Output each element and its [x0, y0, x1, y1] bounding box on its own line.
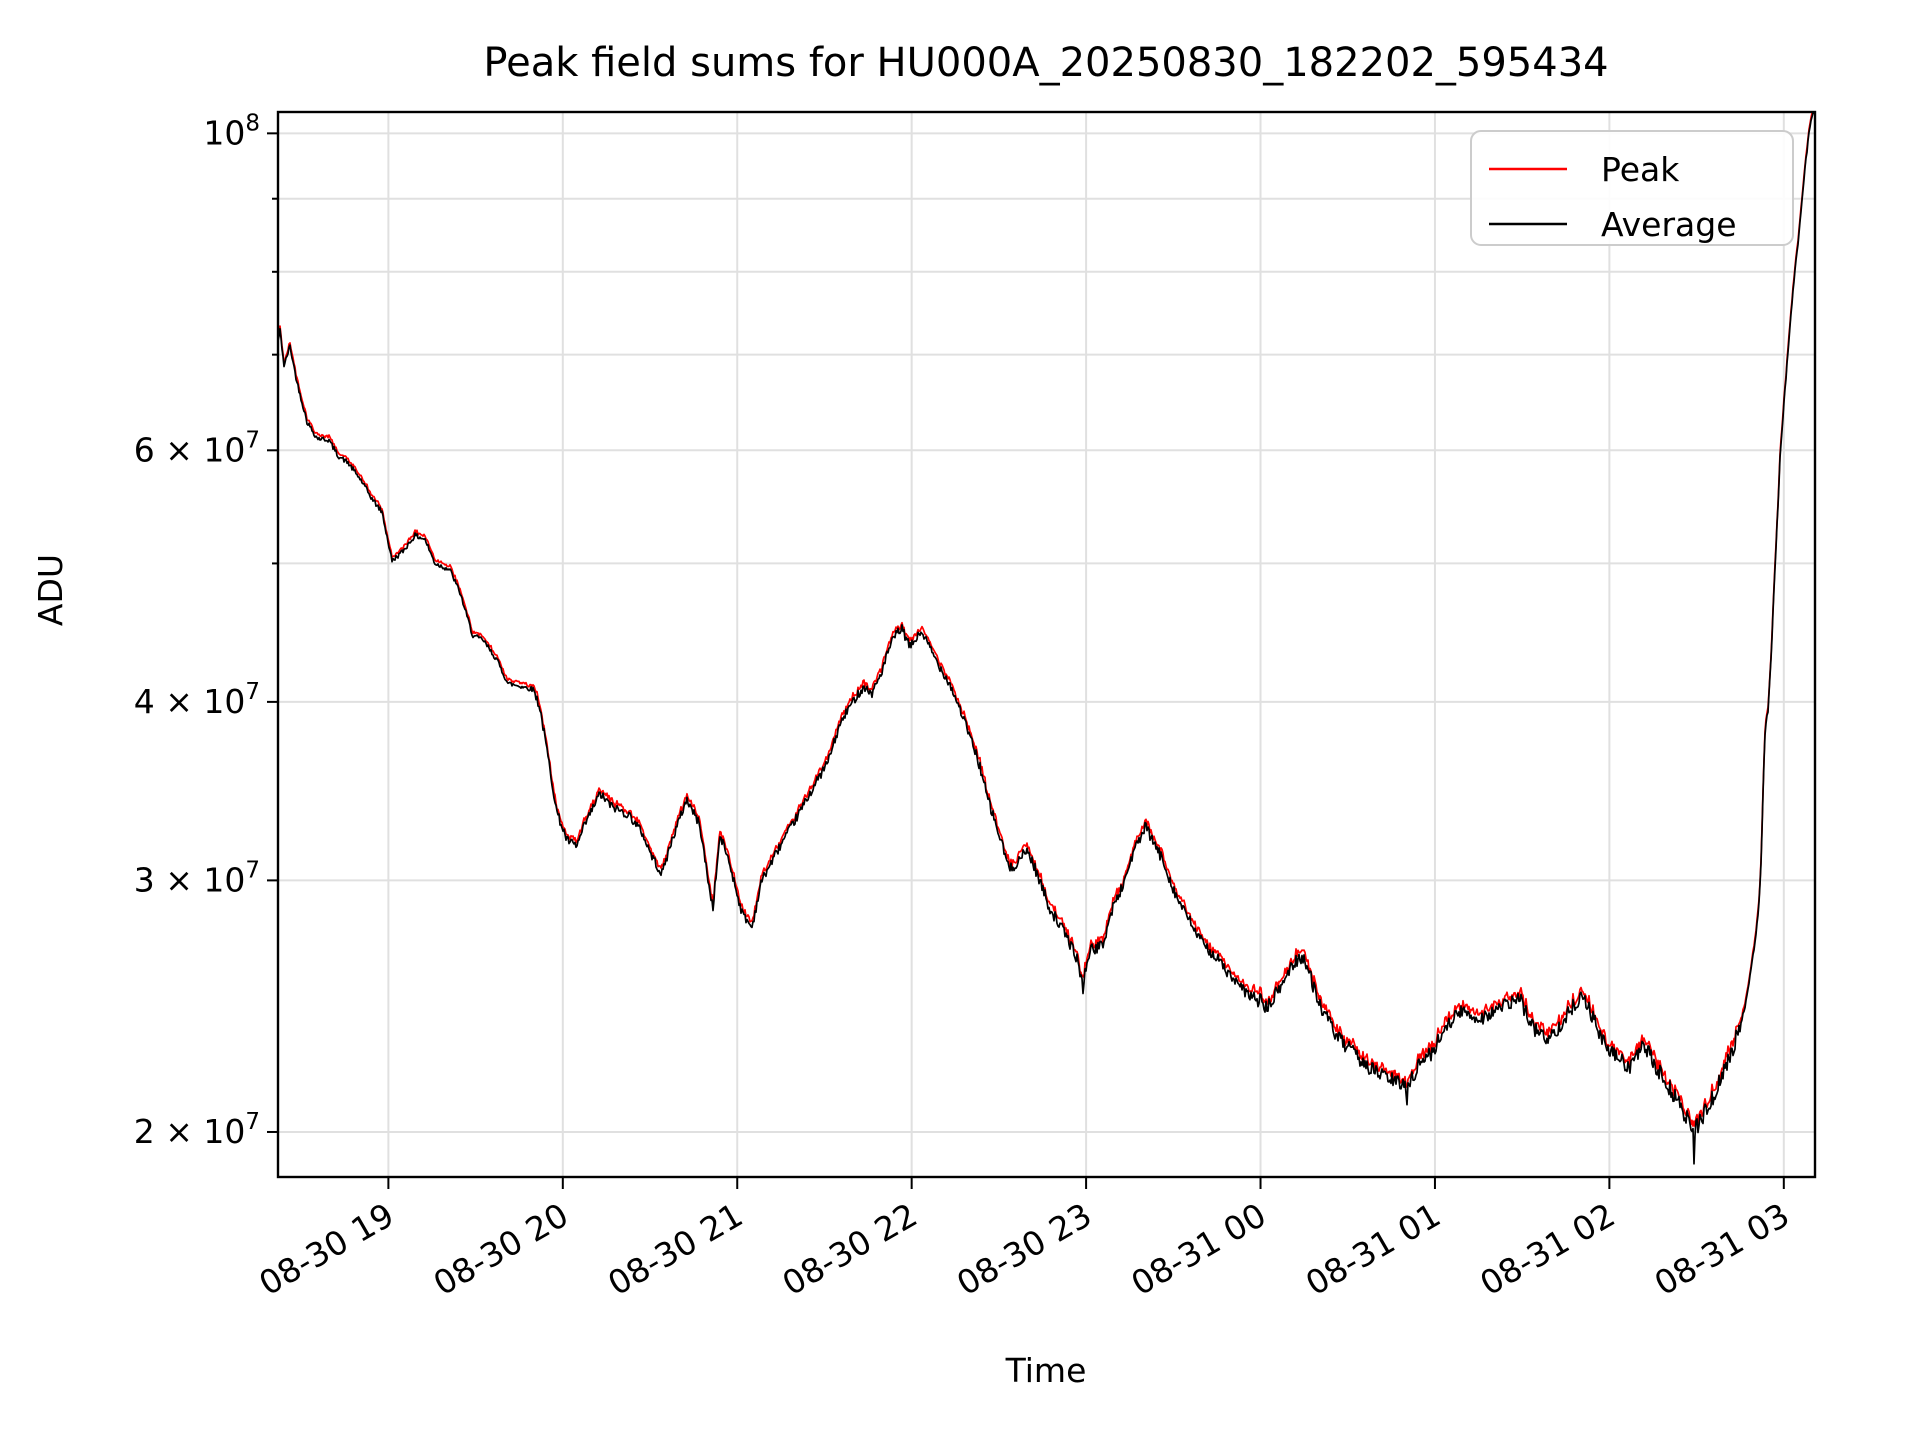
x-tick-label: 08-30 21 [601, 1195, 749, 1303]
series-layer [278, 112, 1815, 1165]
x-tick-label: 08-31 03 [1648, 1195, 1796, 1303]
legend-box [1470, 130, 1794, 246]
y-tick-label: 4 × 107 [134, 679, 260, 721]
x-tick-label: 08-30 22 [776, 1195, 924, 1303]
grid-layer [278, 112, 1815, 1177]
y-axis-label: ADU [31, 554, 70, 626]
x-tick-label: 08-30 20 [427, 1195, 575, 1303]
legend-label-peak: Peak [1601, 150, 1680, 189]
y-tick-label: 3 × 107 [134, 857, 260, 899]
x-tick-label: 08-30 19 [252, 1195, 400, 1303]
x-axis-label: Time [1005, 1351, 1087, 1390]
x-tick-label: 08-31 00 [1125, 1195, 1273, 1303]
average-series-line [278, 112, 1815, 1165]
y-tick-label: 2 × 107 [134, 1109, 260, 1151]
y-tick-label: 108 [203, 110, 260, 152]
legend: Peak Average [1470, 130, 1794, 246]
y-tick-label: 6 × 107 [134, 427, 260, 469]
x-tick-label: 08-31 01 [1299, 1195, 1447, 1303]
plot-border [276, 110, 1817, 1179]
legend-label-average: Average [1601, 205, 1737, 244]
x-tick-label: 08-30 23 [950, 1195, 1098, 1303]
x-tick-label: 08-31 02 [1473, 1195, 1621, 1303]
chart-title: Peak field sums for HU000A_20250830_1822… [483, 40, 1608, 86]
peak-series-line [278, 112, 1815, 1128]
